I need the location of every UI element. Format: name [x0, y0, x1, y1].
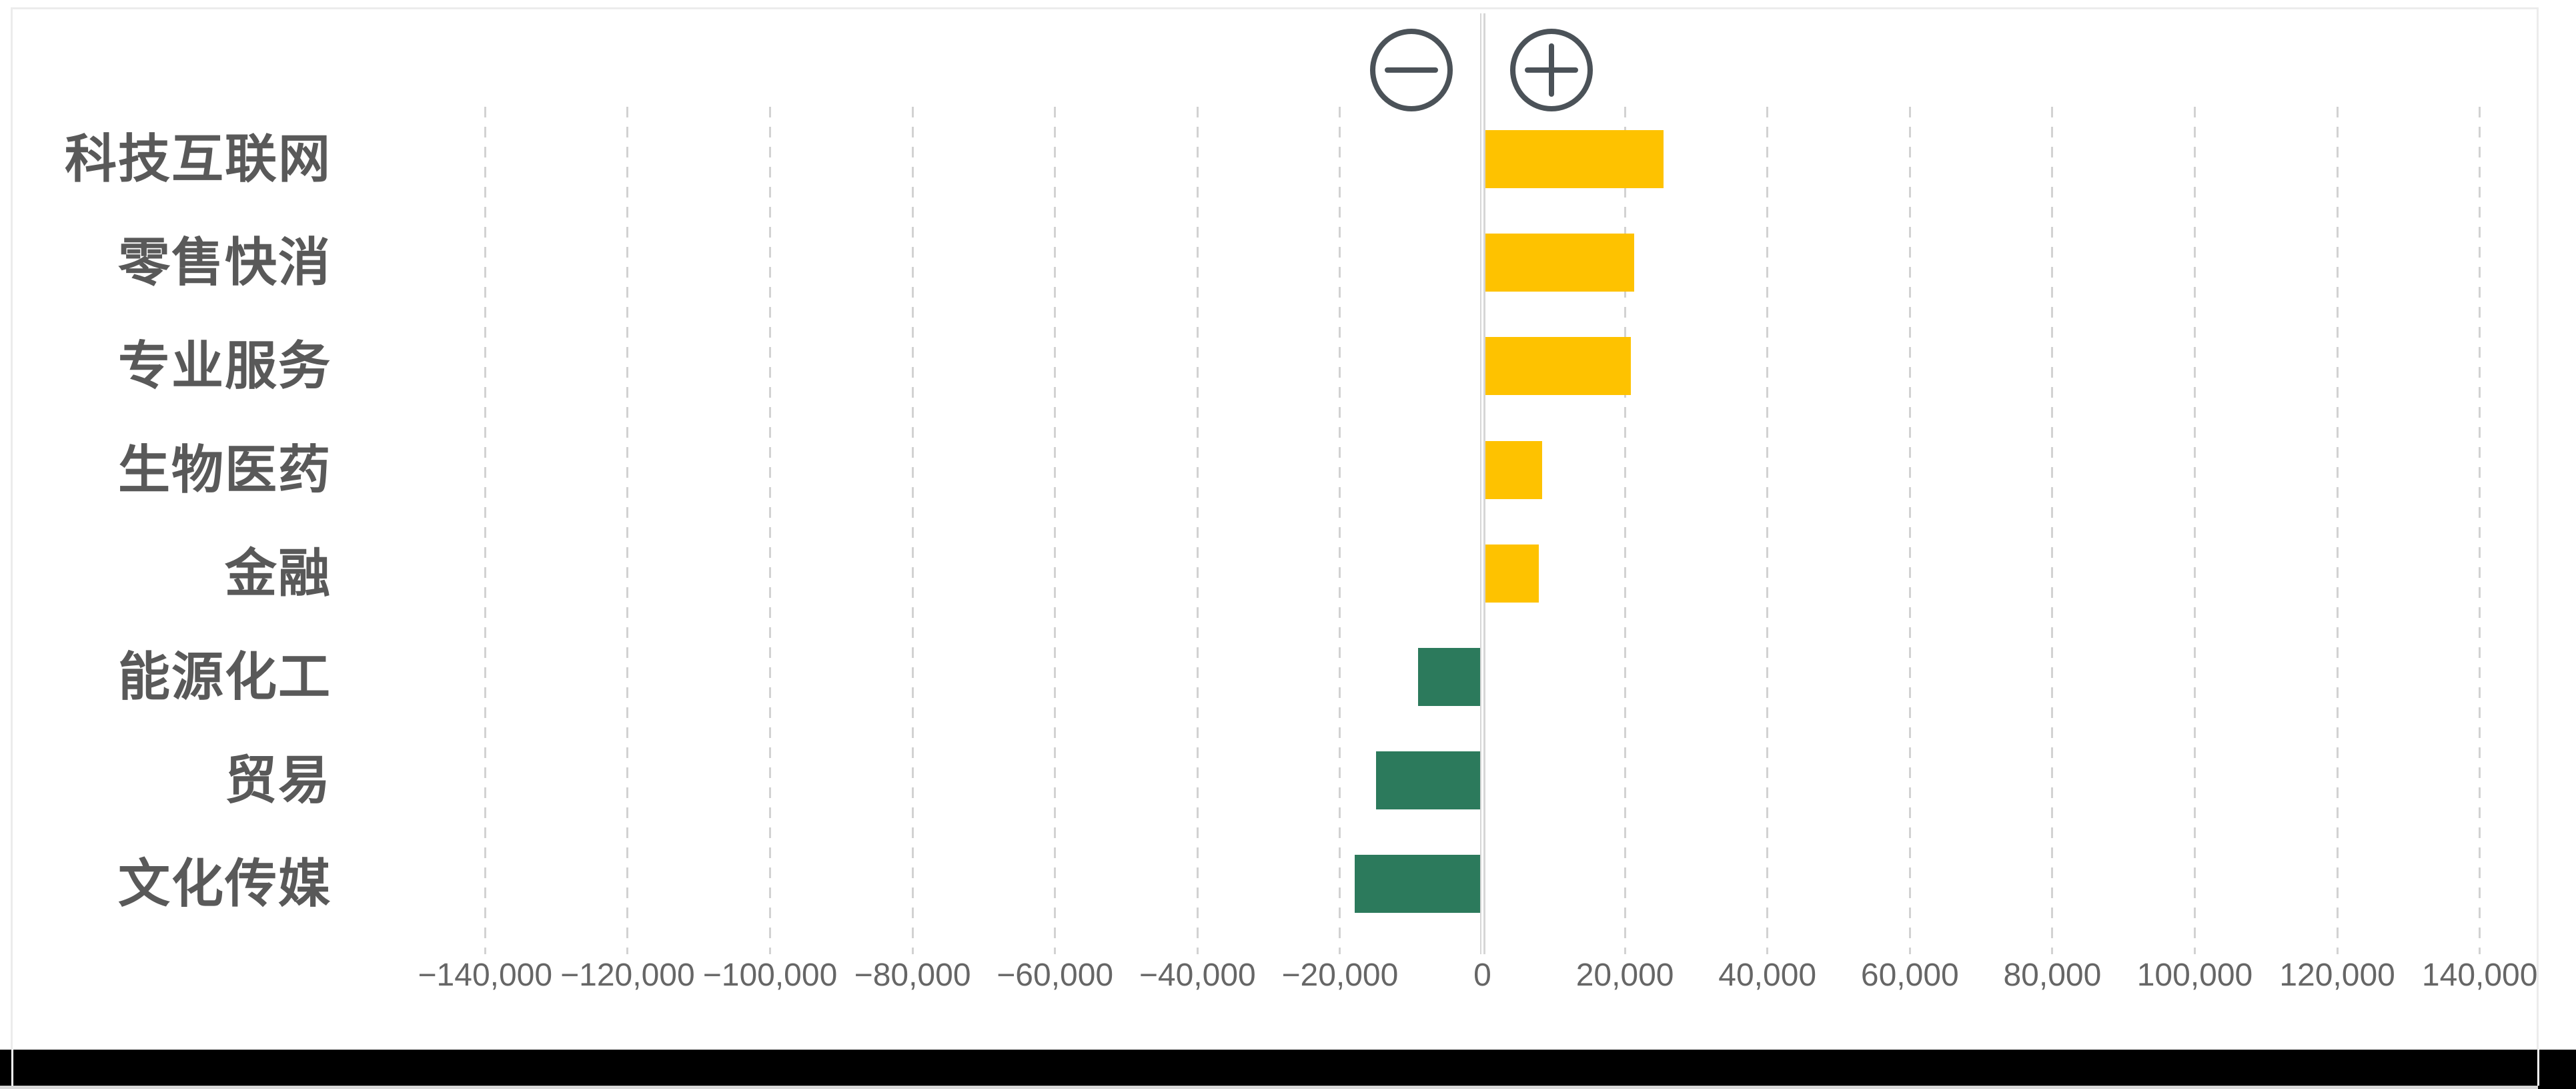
gridline: [769, 107, 771, 954]
gridline: [1766, 107, 1769, 954]
x-tick-label: −120,000: [560, 958, 695, 993]
gridline: [2051, 107, 2054, 954]
gridline: [1624, 107, 1626, 954]
zero-axis-line: [1480, 13, 1481, 954]
bar[interactable]: [1485, 130, 1664, 188]
category-label: 文化传媒: [117, 854, 332, 914]
gridline: [1908, 107, 1911, 954]
bottom-bar-right-notch: [2537, 1050, 2539, 1086]
zero-axis-line: [1483, 13, 1485, 954]
bar[interactable]: [1376, 751, 1480, 810]
category-label: 能源化工: [117, 647, 332, 706]
gridline: [911, 107, 914, 954]
bar[interactable]: [1485, 440, 1542, 499]
bottom-bar-left-notch: [11, 1050, 13, 1086]
bar[interactable]: [1418, 648, 1480, 706]
gridline: [1054, 107, 1057, 954]
bar[interactable]: [1485, 544, 1539, 603]
x-tick-label: 120,000: [2279, 958, 2395, 993]
category-label: 零售快消: [117, 233, 332, 292]
plus-circle-icon: [1510, 29, 1593, 111]
bottom-gray-strip: [0, 1086, 2538, 1089]
minus-circle-icon: [1370, 29, 1453, 111]
x-tick-label: −40,000: [1139, 958, 1256, 993]
x-tick-label: −100,000: [702, 958, 838, 993]
gridline: [1339, 107, 1341, 954]
gridline: [626, 107, 629, 954]
category-label: 金融: [224, 543, 332, 603]
category-label: 科技互联网: [64, 129, 332, 188]
gridline: [1196, 107, 1199, 954]
zoom-in-button[interactable]: [1509, 27, 1594, 113]
x-tick-label: −20,000: [1281, 958, 1399, 993]
bar[interactable]: [1485, 337, 1631, 396]
category-label: 专业服务: [117, 336, 332, 396]
x-tick-label: −80,000: [854, 958, 971, 993]
gridline: [2479, 107, 2481, 954]
gridline: [2336, 107, 2339, 954]
category-label: 生物医药: [117, 440, 332, 499]
bar[interactable]: [1485, 234, 1634, 292]
category-label: 贸易: [224, 751, 332, 810]
x-tick-label: 40,000: [1718, 958, 1817, 993]
x-tick-label: 80,000: [2003, 958, 2102, 993]
x-tick-label: −60,000: [997, 958, 1114, 993]
chart-card: [11, 7, 2539, 1089]
gridline: [484, 107, 486, 954]
x-tick-label: 20,000: [1575, 958, 1674, 993]
x-tick-label: −140,000: [418, 958, 553, 993]
zoom-out-button[interactable]: [1369, 27, 1454, 113]
gridline: [2194, 107, 2196, 954]
x-tick-label: 140,000: [2421, 958, 2538, 993]
x-tick-label: 60,000: [1860, 958, 1959, 993]
x-tick-label: 0: [1473, 958, 1491, 993]
x-tick-label: 100,000: [2136, 958, 2253, 993]
bottom-black-bar: [0, 1050, 2576, 1089]
bar[interactable]: [1355, 855, 1480, 914]
